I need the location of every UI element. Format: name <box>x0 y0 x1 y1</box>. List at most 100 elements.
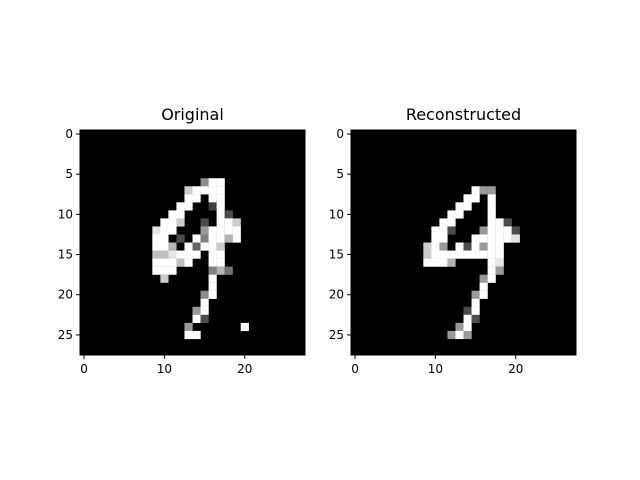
pixel-cell <box>216 258 225 267</box>
pixel-cell <box>208 290 217 299</box>
y-tick-label: 10 <box>329 207 344 221</box>
pixel-cell <box>232 218 241 227</box>
pixel-cell <box>471 290 480 299</box>
pixel-cell <box>511 234 520 243</box>
pixel-cell <box>160 234 169 243</box>
pixel-cell <box>200 306 209 315</box>
subplot-title-original: Original <box>161 105 224 124</box>
pixel-cell <box>184 202 193 211</box>
pixel-cell <box>439 250 448 259</box>
pixel-cell <box>240 322 249 332</box>
pixel-cell <box>423 242 432 251</box>
y-tick-label: 10 <box>58 207 73 221</box>
pixel-cell <box>479 186 488 195</box>
pixel-cell <box>455 330 464 340</box>
pixel-cell <box>184 330 193 340</box>
pixel-cell <box>232 226 241 235</box>
pixel-cell <box>208 234 217 243</box>
y-tick-label: 25 <box>329 328 344 342</box>
pixel-cell <box>495 266 504 275</box>
pixel-cell <box>216 242 225 251</box>
x-axis-original: 0 10 20 <box>80 355 252 376</box>
pixel-cell <box>160 258 169 267</box>
pixel-cell <box>479 274 488 283</box>
pixel-cell <box>479 242 488 251</box>
pixel-cell <box>152 258 161 267</box>
pixel-cell <box>152 266 161 275</box>
pixel-cell <box>208 282 217 291</box>
pixel-cell <box>439 218 448 227</box>
pixel-cell <box>463 202 472 211</box>
pixel-cell <box>176 210 185 219</box>
pixel-cell <box>176 218 185 227</box>
x-tick-label: 0 <box>351 362 359 376</box>
pixel-cell <box>152 226 161 235</box>
pixel-cell <box>232 234 241 243</box>
y-tick-label: 20 <box>58 288 73 302</box>
pixel-cell <box>479 234 488 243</box>
pixel-cell <box>168 266 177 275</box>
pixel-cell <box>224 226 233 235</box>
pixel-cell <box>192 330 201 340</box>
x-tick-label: 10 <box>428 362 443 376</box>
y-axis-reconstructed: 0 5 10 15 20 25 <box>329 127 351 342</box>
pixel-cell <box>479 282 488 291</box>
x-tick-label: 20 <box>237 362 252 376</box>
pixel-cell <box>431 250 440 259</box>
pixel-cell <box>200 234 209 243</box>
pixel-cell <box>160 226 169 235</box>
pixel-cell <box>471 306 480 315</box>
pixel-cell <box>184 250 193 259</box>
pixel-cell <box>423 250 432 259</box>
pixel-cell <box>447 226 456 235</box>
x-axis-reconstructed: 0 10 20 <box>351 355 523 376</box>
pixel-cell <box>200 218 209 227</box>
pixel-cell <box>455 202 464 211</box>
pixel-cell <box>184 258 193 267</box>
pixel-cell <box>487 202 496 211</box>
pixel-cell <box>487 194 496 203</box>
x-tick-label: 10 <box>157 362 172 376</box>
pixel-cell <box>216 202 225 211</box>
pixel-cell <box>216 218 225 227</box>
pixel-cell <box>176 202 185 211</box>
pixel-cell <box>208 258 217 267</box>
pixel-cell <box>200 226 209 235</box>
pixel-cell <box>503 226 512 235</box>
pixel-cell <box>168 210 177 219</box>
pixel-cell <box>431 226 440 235</box>
pixel-cell <box>463 242 472 251</box>
pixel-cell <box>216 178 225 187</box>
pixel-cell <box>216 194 225 203</box>
pixel-cell <box>447 218 456 227</box>
x-tick-label: 20 <box>508 362 523 376</box>
pixel-cell <box>423 258 432 267</box>
pixel-cell <box>176 258 185 267</box>
pixel-cell <box>487 186 496 195</box>
pixel-cell <box>471 314 480 324</box>
y-tick-label: 15 <box>329 248 344 262</box>
pixel-cell <box>216 186 225 195</box>
pixel-cell <box>152 234 161 243</box>
pixel-cell <box>192 250 201 259</box>
pixel-cell <box>455 210 464 219</box>
pixel-cell <box>200 290 209 299</box>
pixel-cell <box>216 210 225 219</box>
pixel-layer-original <box>152 178 249 340</box>
pixel-cell <box>184 322 193 332</box>
pixel-cell <box>495 250 504 259</box>
pixel-cell <box>495 226 504 235</box>
pixel-cell <box>479 226 488 235</box>
pixel-cell <box>192 234 201 243</box>
pixel-cell <box>487 218 496 227</box>
y-tick-label: 15 <box>58 248 73 262</box>
pixel-cell <box>463 306 472 315</box>
y-tick-label: 5 <box>65 167 73 181</box>
pixel-cell <box>471 250 480 259</box>
pixel-cell <box>216 234 225 243</box>
pixel-cell <box>471 186 480 195</box>
pixel-cell <box>160 274 169 283</box>
pixel-cell <box>447 210 456 219</box>
pixel-cell <box>463 322 472 332</box>
pixel-cell <box>439 226 448 235</box>
